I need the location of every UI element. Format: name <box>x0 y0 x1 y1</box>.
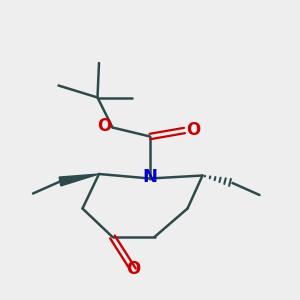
Text: N: N <box>142 168 158 186</box>
Text: O: O <box>126 260 141 278</box>
Text: O: O <box>186 121 200 139</box>
Polygon shape <box>59 174 99 186</box>
Text: O: O <box>97 117 111 135</box>
